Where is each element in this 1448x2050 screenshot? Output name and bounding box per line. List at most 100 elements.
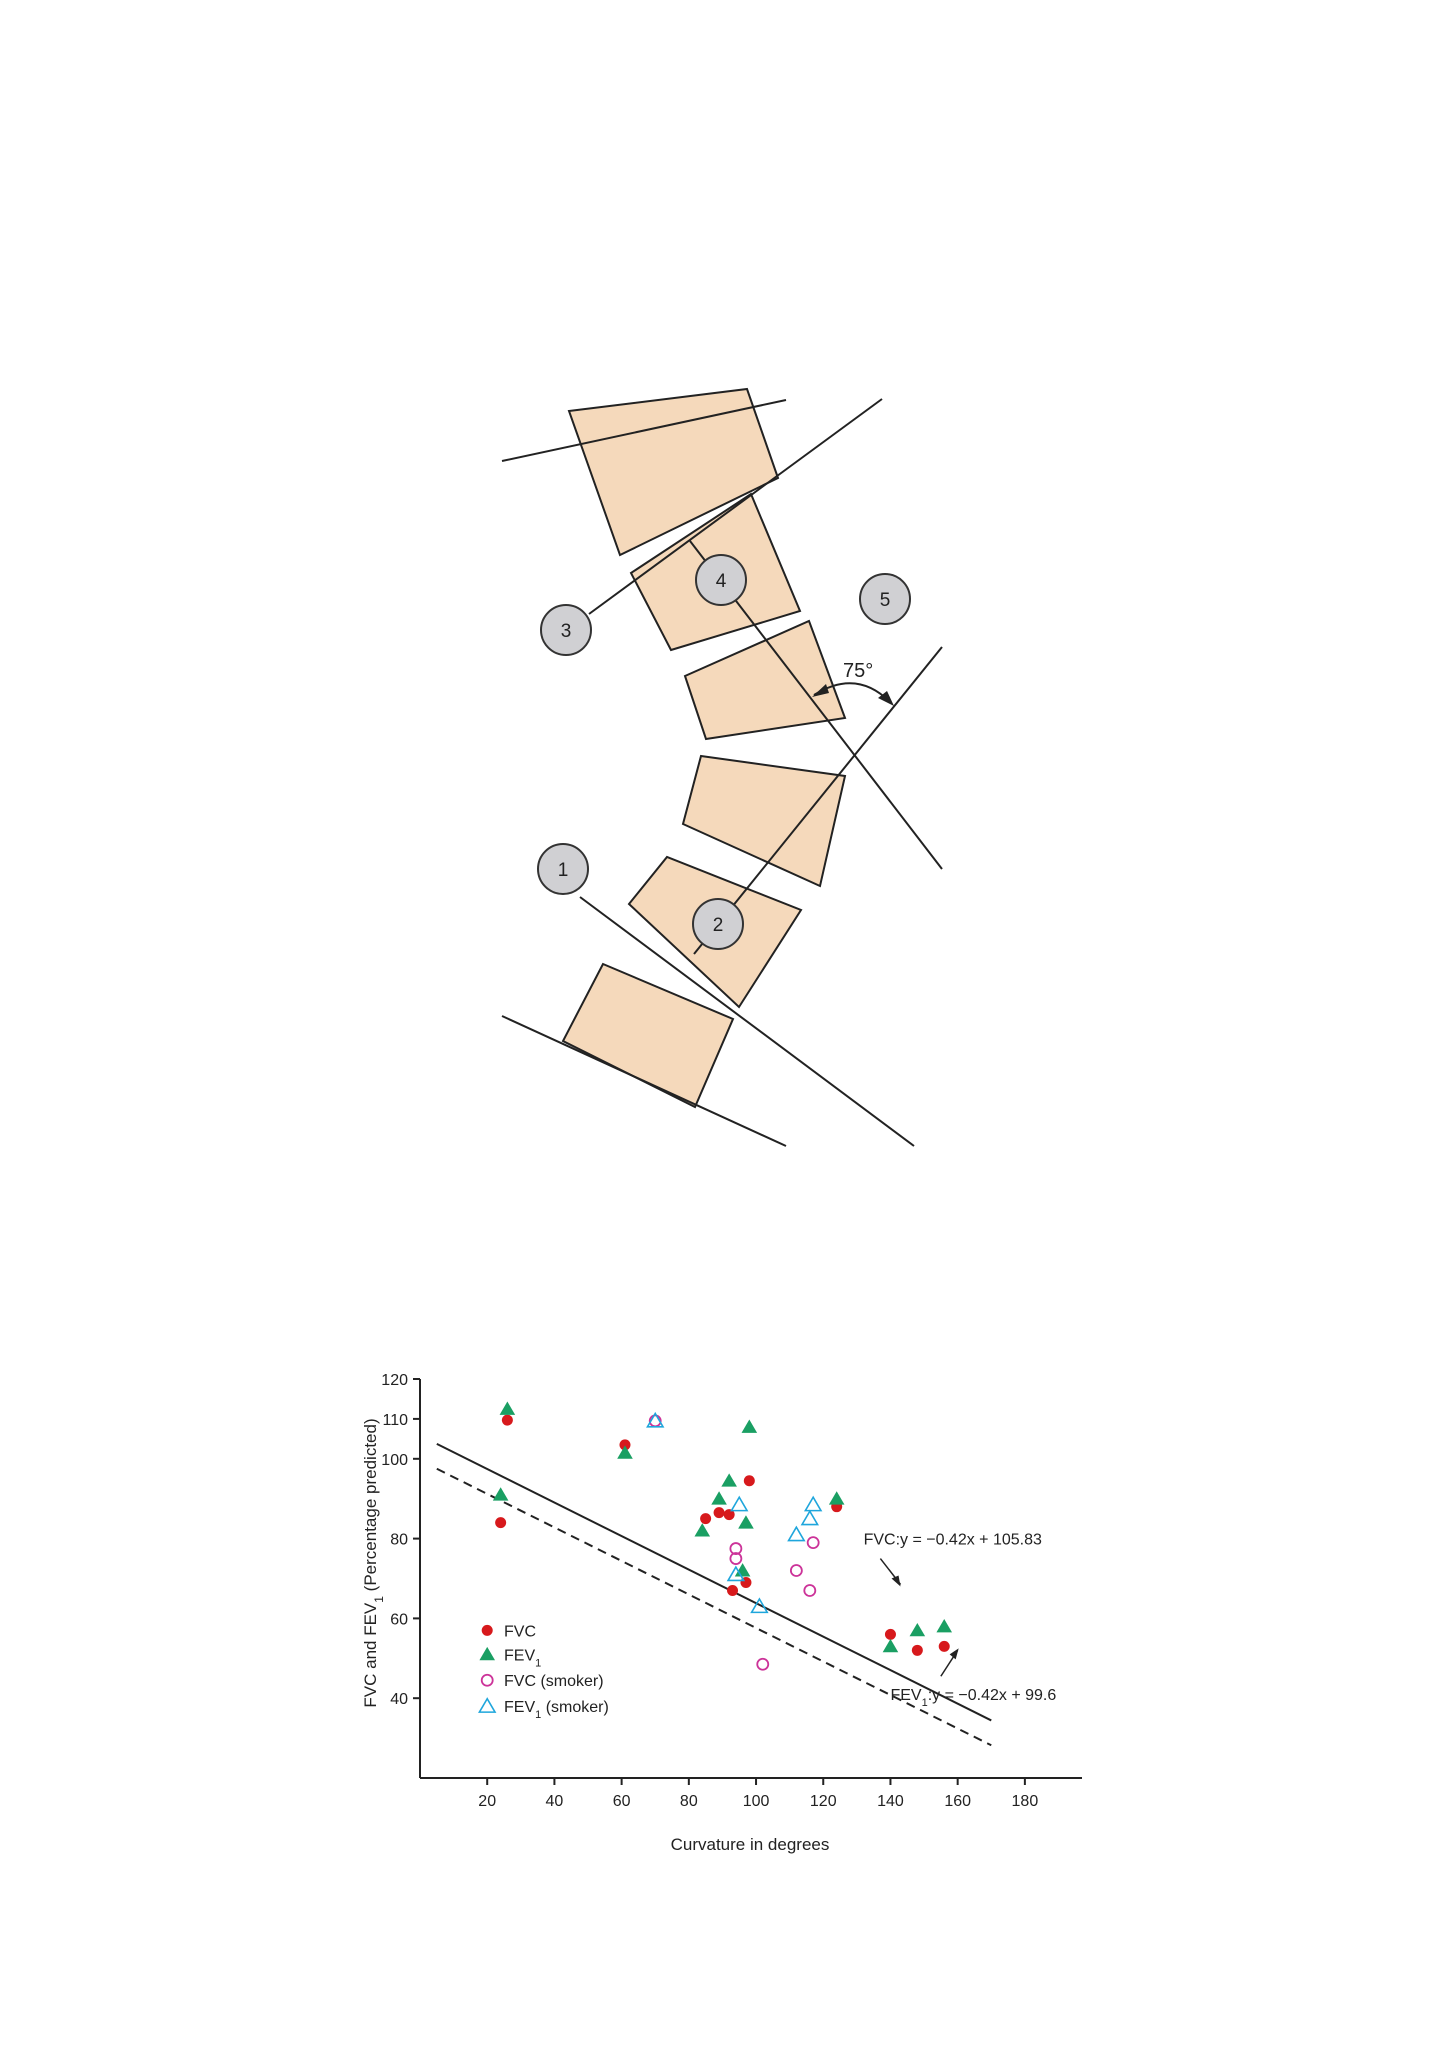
fev1-fit-label: FEV1:y = −0.42x + 99.6 bbox=[890, 1687, 1056, 1709]
fvc-point bbox=[884, 1628, 896, 1640]
fev1-point bbox=[882, 1638, 899, 1653]
y-tick-label: 80 bbox=[390, 1532, 408, 1549]
fev1-smoker-point bbox=[646, 1411, 665, 1428]
legend-fvc-marker bbox=[481, 1624, 493, 1636]
fev1-point bbox=[909, 1622, 926, 1637]
fvc-point bbox=[619, 1439, 631, 1451]
legend-fev1-smoker-label: FEV1 (smoker) bbox=[504, 1699, 609, 1721]
marker-1-circle bbox=[537, 843, 589, 895]
fvc-point bbox=[501, 1414, 513, 1426]
x-tick-label: 20 bbox=[478, 1793, 496, 1810]
fvc-smoker-point bbox=[729, 1542, 743, 1555]
lower-perpendicular-line bbox=[579, 896, 915, 1147]
y-axis-label-tail: (Percentage predicted) bbox=[361, 1418, 380, 1596]
legend-fev1-smoker-text: FEV bbox=[504, 1699, 535, 1716]
fev1-fit-label-subscript: 1 bbox=[922, 1697, 928, 1709]
fvc-fit-line bbox=[436, 1443, 992, 1722]
fvc-point bbox=[727, 1584, 739, 1596]
marker-2-circle bbox=[692, 898, 744, 950]
fev1-smoker-point bbox=[730, 1495, 749, 1512]
upper-perpendicular-line bbox=[588, 398, 883, 615]
fvc-point bbox=[743, 1475, 755, 1487]
fvc-point bbox=[495, 1517, 507, 1529]
y-tick-label: 100 bbox=[381, 1452, 408, 1469]
vertebra-3 bbox=[683, 619, 847, 741]
fvc-smoker-point bbox=[803, 1584, 817, 1597]
y-tick-label: 60 bbox=[390, 1611, 408, 1628]
spine-diagram: 1 2 3 4 5 75° bbox=[501, 387, 943, 1147]
marker-4-label: 4 bbox=[716, 571, 727, 592]
x-tick-label: 180 bbox=[1012, 1793, 1039, 1810]
marker-5-label: 5 bbox=[880, 590, 891, 611]
angle-arrowhead-left-icon bbox=[812, 684, 829, 697]
y-axis-label-text: FVC and FEV bbox=[361, 1602, 380, 1708]
fev1-point bbox=[738, 1515, 754, 1529]
fvc-smoker-point bbox=[756, 1657, 770, 1671]
vertebra-1 bbox=[567, 387, 780, 557]
fev1-point bbox=[694, 1523, 711, 1537]
upper-endplate-line bbox=[501, 399, 787, 462]
x-tick-label: 140 bbox=[877, 1793, 904, 1810]
fev1-point bbox=[936, 1618, 953, 1633]
legend-fev1-label: FEV1 bbox=[504, 1647, 541, 1669]
legend-fev1-text: FEV bbox=[504, 1647, 535, 1664]
legend-fvc-label: FVC bbox=[504, 1623, 536, 1640]
legend-fvc-smoker-text: FVC (smoker) bbox=[504, 1673, 604, 1690]
marker-4-circle bbox=[695, 554, 747, 606]
x-tick-label: 120 bbox=[810, 1793, 837, 1810]
legend-fev1-smoker-tail: (smoker) bbox=[541, 1699, 609, 1716]
fev1-smoker-point bbox=[803, 1495, 823, 1512]
fev1-fit-arrowhead-icon bbox=[949, 1648, 959, 1660]
y-tick-label: 120 bbox=[381, 1372, 408, 1389]
marker-5-circle bbox=[859, 573, 911, 625]
fev1-fit-label-tail: :y = −0.42x + 99.6 bbox=[928, 1687, 1057, 1704]
x-axis-label: Curvature in degrees bbox=[671, 1835, 830, 1854]
fit-labels: FVC:y = −0.42x + 105.83 FEV1:y = −0.42x +… bbox=[864, 1532, 1057, 1710]
fvc-fit-arrowhead-icon bbox=[891, 1575, 901, 1587]
legend-fvc-smoker-marker bbox=[480, 1673, 494, 1687]
x-tick-label: 60 bbox=[613, 1793, 631, 1810]
x-tick-label: 160 bbox=[944, 1793, 971, 1810]
fvc-smoker-point bbox=[789, 1564, 803, 1577]
fev1-point bbox=[492, 1487, 509, 1501]
angle-label: 75° bbox=[843, 660, 873, 682]
legend-fev1-subscript: 1 bbox=[535, 1657, 541, 1669]
x-tick-label: 40 bbox=[546, 1793, 564, 1810]
marker-1-label: 1 bbox=[558, 860, 569, 881]
marker-3-label: 3 bbox=[561, 621, 572, 642]
y-axis-label: FVC and FEV1 (Percentage predicted) bbox=[361, 1418, 386, 1707]
vertebra-6 bbox=[561, 962, 735, 1109]
legend-fvc-text: FVC bbox=[504, 1623, 536, 1640]
marker-3-circle bbox=[540, 604, 592, 656]
fvc-point bbox=[723, 1509, 735, 1521]
legend-fev1-smoker-subscript: 1 bbox=[535, 1709, 541, 1721]
x-tick-label: 100 bbox=[743, 1793, 770, 1810]
fev1-fit-label-main: FEV bbox=[890, 1687, 921, 1704]
chart-axes bbox=[419, 1379, 1082, 1779]
data-points bbox=[492, 1401, 953, 1671]
fev1-smoker-point bbox=[726, 1565, 746, 1582]
marker-2-label: 2 bbox=[713, 915, 724, 936]
fev1-point bbox=[721, 1473, 737, 1487]
fvc-fit-label: FVC:y = −0.42x + 105.83 bbox=[864, 1532, 1042, 1549]
fvc-point bbox=[713, 1507, 725, 1519]
fvc-point bbox=[938, 1640, 950, 1652]
fev1-smoker-point bbox=[800, 1509, 819, 1526]
fev1-point bbox=[828, 1491, 845, 1505]
fvc-point bbox=[911, 1644, 923, 1656]
fit-lines bbox=[436, 1443, 992, 1747]
legend-fvc-smoker-label: FVC (smoker) bbox=[504, 1673, 604, 1690]
lower-axis-line bbox=[693, 646, 943, 955]
fev1-smoker-point bbox=[750, 1597, 769, 1614]
fev1-point bbox=[741, 1419, 758, 1433]
fev1-point bbox=[617, 1445, 633, 1459]
x-tick-label: 80 bbox=[680, 1793, 698, 1810]
axis-ticks: 20 40 60 80 100 120 140 160 180 40 60 80 100 110 120 bbox=[381, 1372, 1038, 1810]
lower-endplate-line bbox=[501, 1015, 787, 1147]
legend-fev1-smoker-marker bbox=[478, 1697, 497, 1713]
fev1-point bbox=[499, 1401, 516, 1415]
fvc-smoker-point bbox=[729, 1552, 743, 1565]
fev1-smoker-point bbox=[787, 1525, 806, 1542]
